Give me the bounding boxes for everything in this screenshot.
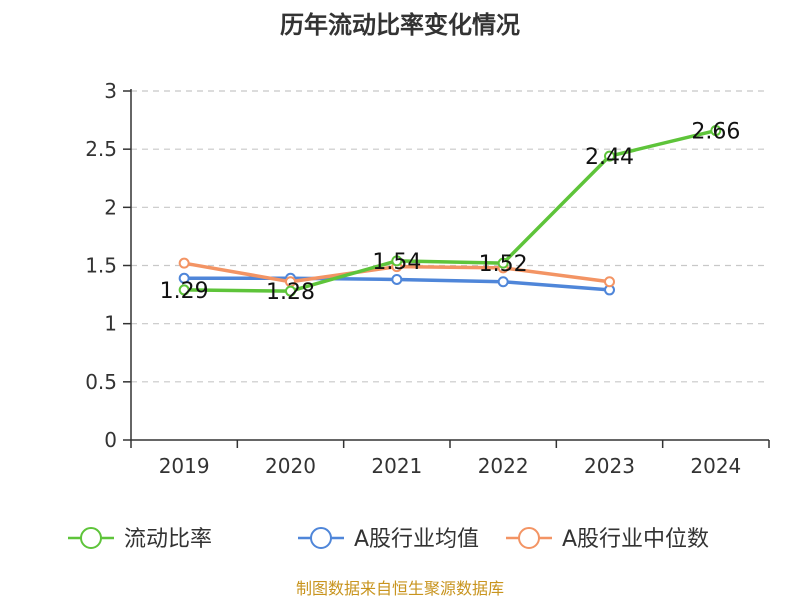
series-0 bbox=[178, 125, 722, 297]
x-tick-label: 2023 bbox=[584, 454, 635, 478]
series-layer bbox=[178, 125, 722, 297]
legend: 流动比率 A股行业均值 A股行业中位数 bbox=[68, 527, 709, 552]
data-point bbox=[391, 255, 403, 267]
legend-item: A股行业中位数 bbox=[506, 527, 709, 552]
data-point bbox=[391, 273, 403, 285]
y-tick-label: 2 bbox=[104, 195, 117, 219]
data-point bbox=[604, 150, 615, 162]
y-tick-label: 3 bbox=[104, 79, 117, 103]
legend-marker bbox=[518, 527, 540, 549]
y-tick-label: 0.5 bbox=[85, 370, 117, 394]
legend-item: A股行业均值 bbox=[298, 527, 479, 552]
x-tick-label: 2024 bbox=[690, 454, 741, 478]
data-point bbox=[178, 272, 190, 284]
legend-label: A股行业中位数 bbox=[562, 527, 709, 552]
chart-title: 历年流动比率变化情况 bbox=[280, 11, 520, 39]
grid-lines bbox=[131, 90, 769, 383]
data-point bbox=[497, 257, 509, 269]
series-line bbox=[184, 128, 717, 293]
data-label: 1.29 bbox=[160, 279, 209, 304]
data-point bbox=[497, 276, 509, 288]
legend-marker bbox=[80, 527, 102, 549]
data-labels: 1.29 1.28 1.54 1.52 2.44 2.66 bbox=[160, 120, 741, 306]
y-tick-label: 1 bbox=[104, 312, 117, 336]
data-point bbox=[285, 285, 296, 297]
x-tick-label: 2019 bbox=[159, 454, 210, 478]
data-point bbox=[710, 125, 722, 137]
y-tick-label: 1.5 bbox=[85, 254, 117, 278]
legend-item: 流动比率 bbox=[68, 527, 212, 552]
data-point bbox=[178, 284, 190, 296]
legend-label: 流动比率 bbox=[124, 527, 212, 552]
data-point bbox=[604, 276, 615, 288]
x-tick-label: 2022 bbox=[478, 454, 529, 478]
legend-marker bbox=[310, 527, 332, 549]
x-tick-label: 2021 bbox=[371, 454, 422, 478]
data-label: 2.66 bbox=[691, 120, 740, 145]
data-label: 1.52 bbox=[479, 252, 528, 277]
data-label: 2.44 bbox=[585, 145, 634, 170]
data-label: 1.28 bbox=[266, 280, 315, 305]
y-tick-label: 2.5 bbox=[85, 137, 117, 161]
data-label: 1.54 bbox=[372, 250, 421, 275]
data-point bbox=[178, 257, 190, 269]
source-note: 制图数据来自恒生聚源数据库 bbox=[296, 579, 504, 598]
series-1 bbox=[178, 272, 615, 296]
y-tick-label: 0 bbox=[104, 428, 117, 452]
x-tick-label: 2020 bbox=[265, 454, 316, 478]
legend-label: A股行业均值 bbox=[354, 527, 479, 552]
series-2 bbox=[178, 257, 615, 288]
